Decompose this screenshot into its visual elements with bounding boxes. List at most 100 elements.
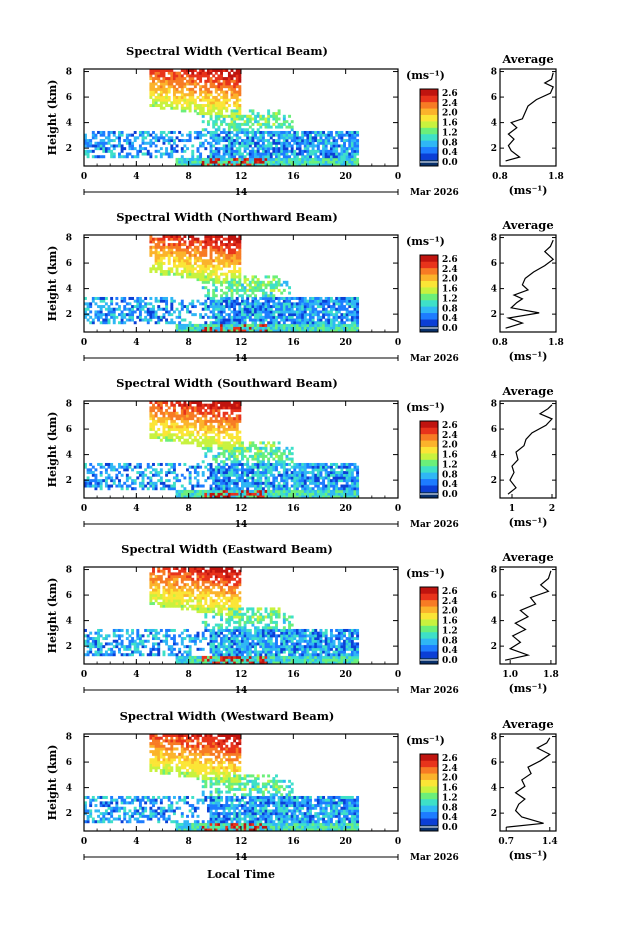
heatmap-cell — [149, 144, 153, 148]
heatmap-cell — [214, 294, 218, 298]
heatmap-cell — [214, 280, 218, 284]
heatmap-cell — [256, 484, 260, 488]
heatmap-cell — [306, 492, 310, 496]
heatmap-cell — [348, 147, 352, 151]
heatmap-cell — [170, 419, 174, 423]
heatmap-cell — [267, 122, 271, 126]
heatmap-cell — [107, 310, 111, 314]
heatmap-cell — [332, 321, 336, 325]
heatmap-cell — [120, 628, 124, 632]
heatmap-cell — [248, 117, 252, 121]
heatmap-cell — [293, 139, 297, 143]
heatmap-cell — [235, 471, 239, 475]
heatmap-cell — [316, 139, 320, 143]
heatmap-cell — [316, 299, 320, 303]
heatmap-cell — [204, 479, 208, 483]
heatmap-cell — [324, 157, 328, 161]
heatmap-cell — [259, 133, 263, 137]
heatmap-cell — [314, 326, 318, 330]
colorbar-swatch — [420, 114, 438, 122]
heatmap-cell — [227, 471, 231, 475]
heatmap-cell — [86, 476, 90, 480]
heatmap-cell — [256, 280, 260, 284]
heatmap-cell — [311, 130, 315, 134]
heatmap-cell — [138, 465, 142, 469]
heatmap-cell — [206, 155, 210, 159]
heatmap-cell — [212, 315, 216, 319]
heatmap-cell — [159, 264, 163, 268]
heatmap-cell — [180, 155, 184, 159]
avg-y-tick-label: 4 — [491, 451, 497, 461]
heatmap-cell — [238, 462, 242, 466]
heatmap-cell — [214, 275, 218, 279]
heatmap-cell — [196, 155, 200, 159]
heatmap-cell — [206, 261, 210, 265]
heatmap-cell — [272, 481, 276, 485]
heatmap-cell — [356, 160, 360, 164]
heatmap-cell — [277, 160, 281, 164]
heatmap-cell — [303, 476, 307, 480]
heatmap-cell — [170, 144, 174, 148]
heatmap-cell — [259, 157, 263, 161]
heatmap-cell — [125, 133, 129, 137]
heatmap-cell — [84, 634, 87, 638]
heatmap-cell — [303, 147, 307, 151]
heatmap-cell — [209, 329, 213, 333]
heatmap-cell — [199, 272, 203, 276]
average-title: Average — [501, 218, 553, 232]
heatmap-cell — [220, 259, 223, 263]
heatmap-cell — [206, 79, 210, 83]
heatmap-cell — [183, 77, 187, 81]
heatmap-cell — [172, 245, 176, 249]
heatmap-cell — [290, 136, 294, 140]
heatmap-cell — [199, 160, 203, 164]
heatmap-cell — [196, 438, 200, 442]
heatmap-cell — [222, 237, 226, 241]
heatmap-cell — [306, 462, 310, 466]
heatmap-cell — [217, 315, 221, 319]
heatmap-cell — [201, 270, 205, 274]
heatmap-cell — [199, 240, 203, 244]
heatmap-cell — [217, 136, 221, 140]
heatmap-cell — [201, 128, 205, 132]
heatmap-cell — [186, 133, 189, 137]
heatmap-cell — [157, 602, 161, 606]
heatmap-cell — [201, 74, 205, 78]
heatmap-cell — [235, 476, 239, 480]
heatmap-cell — [115, 628, 119, 632]
heatmap-cell — [110, 130, 114, 134]
heatmap-cell — [261, 315, 265, 319]
heatmap-cell — [306, 155, 310, 159]
heatmap-cell — [261, 323, 265, 327]
heatmap-cell — [259, 130, 263, 134]
heatmap-cell — [254, 444, 257, 448]
heatmap-cell — [222, 401, 226, 404]
heatmap-cell — [246, 489, 250, 493]
heatmap-cell — [225, 462, 229, 466]
heatmap-cell — [191, 329, 195, 333]
heatmap-cell — [259, 460, 263, 464]
heatmap-cell — [94, 315, 98, 319]
heatmap-cell — [138, 471, 142, 475]
heatmap-cell — [162, 417, 166, 421]
heatmap-cell — [152, 419, 155, 423]
heatmap-cell — [233, 444, 237, 448]
heatmap-cell — [154, 245, 158, 249]
heatmap-cell — [327, 130, 331, 134]
heatmap-cell — [107, 318, 111, 322]
heatmap-cell — [335, 299, 339, 303]
heatmap-cell — [322, 157, 326, 161]
heatmap-cell — [282, 484, 286, 488]
heatmap-cell — [243, 484, 247, 488]
heatmap-cell — [209, 93, 213, 97]
heatmap-cell — [335, 495, 339, 499]
heatmap-cell — [348, 163, 352, 167]
heatmap-cell — [227, 465, 231, 469]
heatmap-cell — [206, 307, 210, 311]
heatmap-cell — [217, 479, 221, 483]
avg-y-tick-label: 4 — [491, 119, 497, 129]
average-frame — [499, 234, 557, 333]
heatmap-cell — [275, 454, 278, 458]
heatmap-cell — [99, 642, 103, 646]
heatmap-cell — [212, 270, 216, 274]
